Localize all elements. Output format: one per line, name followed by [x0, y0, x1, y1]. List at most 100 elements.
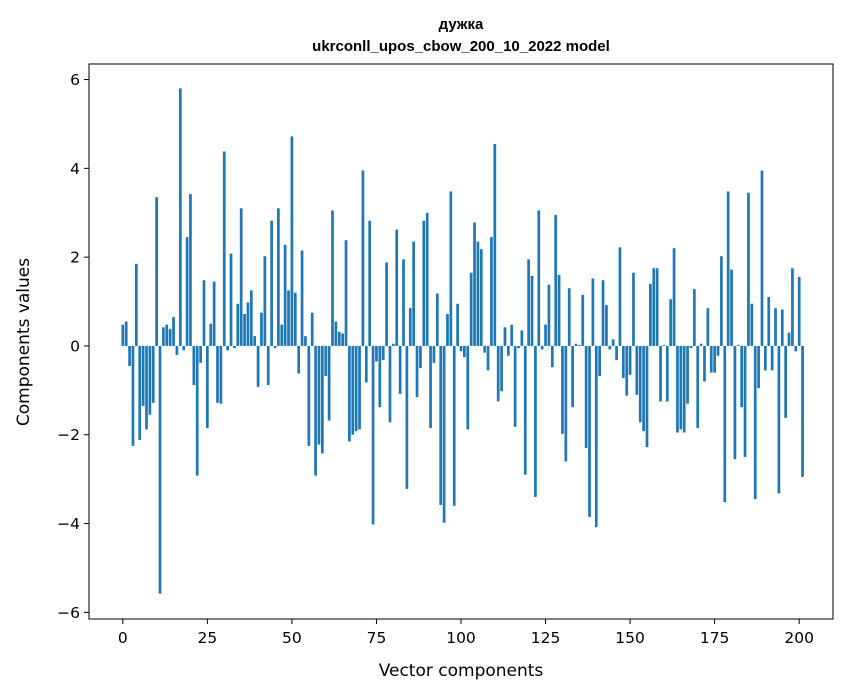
bar-47 — [280, 324, 284, 346]
x-tick-label: 200 — [784, 629, 814, 647]
bar-106 — [479, 249, 483, 346]
bar-104 — [473, 222, 476, 346]
bar-133 — [571, 345, 574, 408]
bar-130 — [561, 345, 564, 434]
y-axis-label: Components values — [14, 258, 34, 426]
bar-196 — [784, 345, 788, 418]
bar-51 — [293, 292, 297, 346]
bar-125 — [544, 324, 547, 346]
bar-94 — [439, 345, 443, 505]
bar-181 — [733, 345, 737, 460]
bar-59 — [320, 345, 324, 454]
bar-37 — [246, 302, 250, 346]
bar-199 — [794, 345, 798, 352]
bar-167 — [686, 345, 689, 404]
bar-174 — [709, 345, 713, 373]
bar-21 — [192, 345, 196, 386]
bar-13 — [165, 324, 169, 346]
bar-121 — [530, 275, 534, 346]
bar-112 — [500, 345, 503, 392]
bar-193 — [774, 308, 777, 346]
bar-97 — [449, 191, 453, 346]
bar-83 — [402, 259, 405, 346]
y-tick-label: −6 — [57, 604, 80, 622]
bar-171 — [699, 343, 703, 346]
bar-98 — [452, 345, 456, 506]
bar-0 — [121, 324, 125, 346]
bar-157 — [652, 268, 656, 346]
bar-156 — [649, 283, 652, 346]
bar-114 — [506, 345, 510, 356]
bar-197 — [787, 332, 791, 346]
bar-40 — [256, 345, 260, 387]
bar-3 — [131, 345, 135, 446]
bar-118 — [520, 330, 524, 346]
y-tick-label: 4 — [70, 160, 80, 178]
bar-161 — [665, 345, 669, 402]
bar-143 — [605, 305, 608, 346]
bar-183 — [740, 345, 744, 408]
bar-144 — [608, 345, 612, 350]
bar-127 — [550, 345, 554, 368]
bar-57 — [314, 345, 317, 476]
bar-177 — [720, 256, 723, 346]
bar-187 — [753, 345, 757, 500]
bar-101 — [463, 345, 466, 358]
bar-108 — [486, 345, 490, 371]
x-tick-label: 100 — [446, 629, 476, 647]
bar-12 — [162, 327, 165, 346]
bar-186 — [750, 303, 754, 346]
y-tick-label: 2 — [70, 249, 80, 267]
bar-64 — [337, 331, 341, 346]
x-axis: 0 25 50 75 100 125 150 175 200 — [118, 619, 814, 647]
bar-82 — [398, 345, 402, 394]
bar-81 — [395, 229, 399, 346]
bar-113 — [503, 327, 507, 346]
bar-148 — [621, 345, 625, 378]
bar-162 — [669, 299, 673, 346]
bar-76 — [378, 345, 382, 408]
bar-14 — [168, 329, 172, 346]
bar-4 — [134, 263, 138, 346]
bar-141 — [598, 345, 602, 377]
bar-172 — [703, 345, 706, 382]
bar-107 — [483, 345, 487, 353]
bar-164 — [676, 345, 679, 433]
bar-87 — [415, 345, 419, 397]
bar-119 — [523, 345, 527, 475]
bar-5 — [138, 345, 142, 441]
bar-36 — [243, 313, 246, 346]
bar-128 — [554, 214, 558, 346]
bar-80 — [392, 343, 395, 346]
bar-65 — [341, 333, 344, 346]
bar-149 — [625, 345, 629, 396]
bar-52 — [297, 345, 301, 374]
bar-159 — [659, 345, 662, 402]
bar-96 — [446, 313, 449, 346]
bar-166 — [682, 345, 686, 433]
bar-105 — [476, 241, 480, 346]
bar-31 — [226, 345, 230, 351]
bar-22 — [195, 345, 199, 476]
bar-88 — [419, 345, 422, 369]
bar-135 — [578, 345, 581, 346]
bar-45 — [273, 345, 277, 349]
bar-77 — [381, 345, 385, 361]
bar-110 — [493, 143, 497, 346]
bar-69 — [354, 345, 358, 432]
bar-146 — [615, 345, 618, 361]
bar-99 — [456, 303, 459, 346]
y-axis: −6 −4 −2 0 2 4 6 — [57, 71, 89, 622]
bar-25 — [206, 345, 209, 429]
x-tick-label: 175 — [700, 629, 730, 647]
bar-61 — [327, 345, 331, 421]
bar-48 — [283, 244, 287, 346]
bar-100 — [459, 345, 463, 352]
bar-178 — [723, 345, 727, 503]
bar-73 — [368, 220, 372, 346]
bar-95 — [442, 345, 446, 523]
x-tick-label: 0 — [118, 629, 128, 647]
bar-169 — [692, 289, 696, 346]
